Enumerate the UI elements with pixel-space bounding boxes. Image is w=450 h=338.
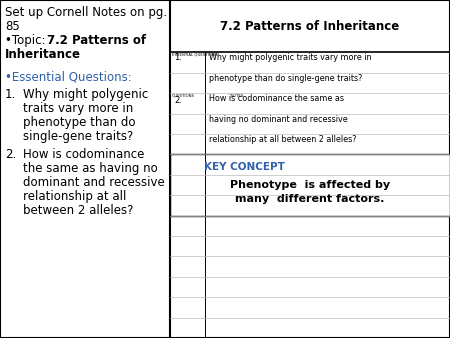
Text: Phenotype  is affected by
many  different factors.: Phenotype is affected by many different … [230,180,390,204]
Text: KEY CONCEPT: KEY CONCEPT [204,162,284,172]
Text: 7.2 Patterns of Inheritance: 7.2 Patterns of Inheritance [220,20,400,33]
Text: single-gene traits?: single-gene traits? [23,130,133,143]
Text: between 2 alleles?: between 2 alleles? [23,204,133,217]
Text: 85: 85 [5,20,20,33]
Text: ESSENTIAL QUESTIONS: ESSENTIAL QUESTIONS [172,53,217,57]
Text: dominant and recessive: dominant and recessive [23,176,165,189]
Text: phenotype than do: phenotype than do [23,116,135,129]
Text: relationship at all between 2 alleles?: relationship at all between 2 alleles? [209,135,356,144]
Text: How is codominance the same as: How is codominance the same as [209,94,344,103]
Text: •Topic:: •Topic: [5,34,49,47]
Text: QUESTIONS: QUESTIONS [172,94,195,98]
Text: 2.: 2. [174,96,182,105]
Text: 1.: 1. [5,88,16,101]
Text: traits vary more in: traits vary more in [23,102,133,115]
Text: Why might polygenic: Why might polygenic [23,88,148,101]
Text: Inheritance: Inheritance [5,48,81,61]
Text: 2.: 2. [5,148,16,161]
Text: Set up Cornell Notes on pg.: Set up Cornell Notes on pg. [5,6,167,19]
Text: phenotype than do single-gene traits?: phenotype than do single-gene traits? [209,74,362,83]
Text: NOTES: NOTES [231,94,244,98]
Text: Why might polygenic traits vary more in: Why might polygenic traits vary more in [209,53,371,63]
Text: relationship at all: relationship at all [23,190,126,203]
Text: the same as having no: the same as having no [23,162,158,175]
Text: 7.2 Patterns of: 7.2 Patterns of [47,34,146,47]
Text: •Essential Questions:: •Essential Questions: [5,70,132,83]
Bar [170,0,450,52]
Text: 1.: 1. [174,53,182,63]
Text: How is codominance: How is codominance [23,148,144,161]
Bar [170,154,450,216]
Text: having no dominant and recessive: having no dominant and recessive [209,115,347,124]
